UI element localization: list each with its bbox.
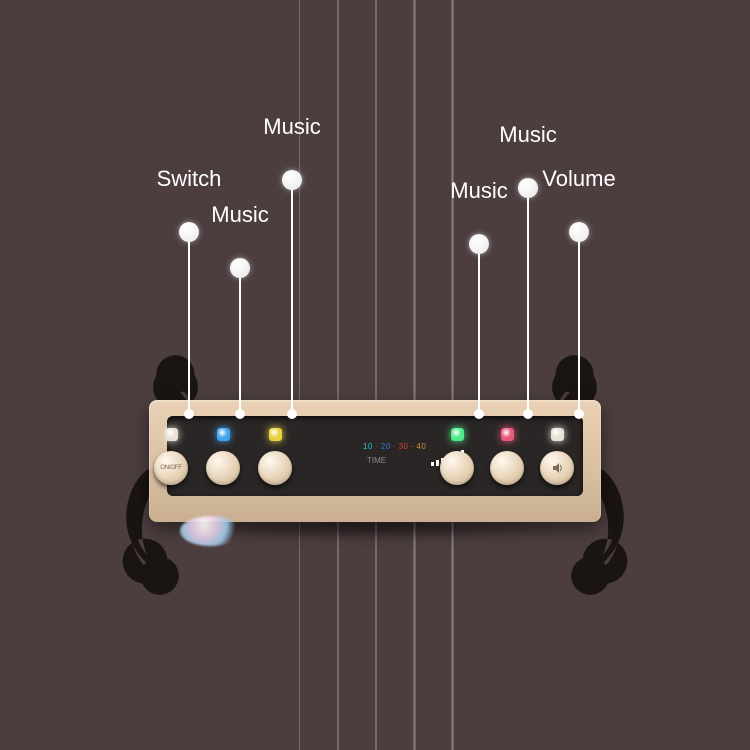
callout-dot xyxy=(569,222,589,242)
callout-dot xyxy=(518,178,538,198)
string xyxy=(413,0,416,750)
time-mark: · 30 xyxy=(393,442,409,451)
time-mark: · 20 xyxy=(375,442,391,451)
time-marks: 10· 20· 30· 40 xyxy=(363,442,428,451)
led-indicator xyxy=(269,428,282,441)
control-panel: 10· 20· 30· 40 TIME ON/OFF xyxy=(149,400,601,522)
volume-bar xyxy=(431,462,434,466)
callout-label: Switch xyxy=(157,166,222,200)
volume-button[interactable] xyxy=(540,451,574,485)
callout-end-dot xyxy=(184,409,194,419)
callout-end-dot xyxy=(523,409,533,419)
callout-end-dot xyxy=(287,409,297,419)
light-reflection xyxy=(180,516,240,546)
callout-end-dot xyxy=(474,409,484,419)
callout-line xyxy=(527,188,529,414)
control-panel-display: 10· 20· 30· 40 TIME ON/OFF xyxy=(167,416,583,496)
callout-dot xyxy=(230,258,250,278)
string xyxy=(375,0,377,750)
string xyxy=(337,0,339,750)
time-label: TIME xyxy=(367,456,386,465)
callout-dot xyxy=(179,222,199,242)
callout-label: Volume xyxy=(542,166,615,200)
music-button[interactable] xyxy=(490,451,524,485)
callout-label: Music xyxy=(450,178,507,212)
callout-line xyxy=(291,180,293,414)
callout-dot xyxy=(282,170,302,190)
string xyxy=(451,0,454,750)
led-indicator xyxy=(217,428,230,441)
callout-label: Music xyxy=(211,202,268,236)
callout-line xyxy=(239,268,241,414)
power-button[interactable]: ON/OFF xyxy=(154,451,188,485)
callout-label: Music xyxy=(499,122,556,156)
led-indicator xyxy=(165,428,178,441)
callout-label: Music xyxy=(263,114,320,148)
callout-line xyxy=(188,232,190,414)
callout-end-dot xyxy=(574,409,584,419)
volume-bar xyxy=(436,460,439,466)
callout-line xyxy=(578,232,580,414)
led-indicator xyxy=(551,428,564,441)
led-indicator xyxy=(451,428,464,441)
callout-line xyxy=(478,244,480,414)
time-mark: · 40 xyxy=(411,442,427,451)
time-mark: 10 xyxy=(363,442,373,451)
string xyxy=(299,0,300,750)
music-button[interactable] xyxy=(440,451,474,485)
led-indicator xyxy=(501,428,514,441)
stage: 10· 20· 30· 40 TIME ON/OFF SwitchMusicMu… xyxy=(0,0,750,750)
music-button[interactable] xyxy=(258,451,292,485)
callout-end-dot xyxy=(235,409,245,419)
callout-dot xyxy=(469,234,489,254)
music-button[interactable] xyxy=(206,451,240,485)
